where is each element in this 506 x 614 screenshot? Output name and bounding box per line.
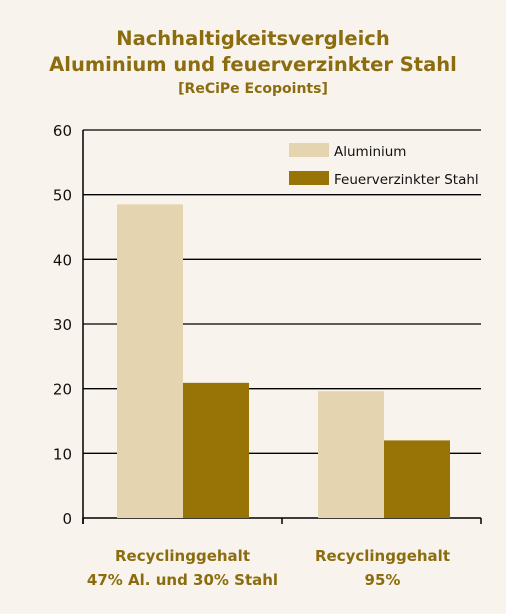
bar-aluminium-2 [318,391,384,518]
y-tick-label-60: 60 [53,122,72,140]
chart-title-line-1: Nachhaltigkeitsvergleich [116,27,390,50]
y-tick-label-10: 10 [53,445,72,463]
legend-swatch-1 [289,143,329,157]
category-2-line-1: Recyclinggehalt [314,547,450,565]
bar-aluminium-1 [117,204,183,518]
category-2-line-2: 95% [364,571,401,589]
bar-stahl-1 [183,382,249,518]
y-tick-label-50: 50 [53,187,72,205]
chart-subtitle: [ReCiPe Ecopoints] [178,81,328,97]
category-label-2: Recyclinggehalt 95% [270,544,495,592]
legend-label-1: Aluminium [334,144,406,160]
bar-stahl-2 [384,440,450,518]
category-label-1: Recyclinggehalt 47% Al. und 30% Stahl [70,544,295,592]
y-tick-label-40: 40 [53,251,72,269]
y-tick-label-30: 30 [53,316,72,334]
y-tick-label-0: 0 [62,510,72,528]
category-1-line-1: Recyclinggehalt [114,547,250,565]
chart-title-line-2: Aluminium und feuerverzinkter Stahl [49,53,457,76]
category-1-line-2: 47% Al. und 30% Stahl [86,571,279,589]
y-tick-label-20: 20 [53,381,72,399]
legend-swatch-2 [289,171,329,185]
legend-label-2: Feuerverzinkter Stahl [334,172,479,188]
